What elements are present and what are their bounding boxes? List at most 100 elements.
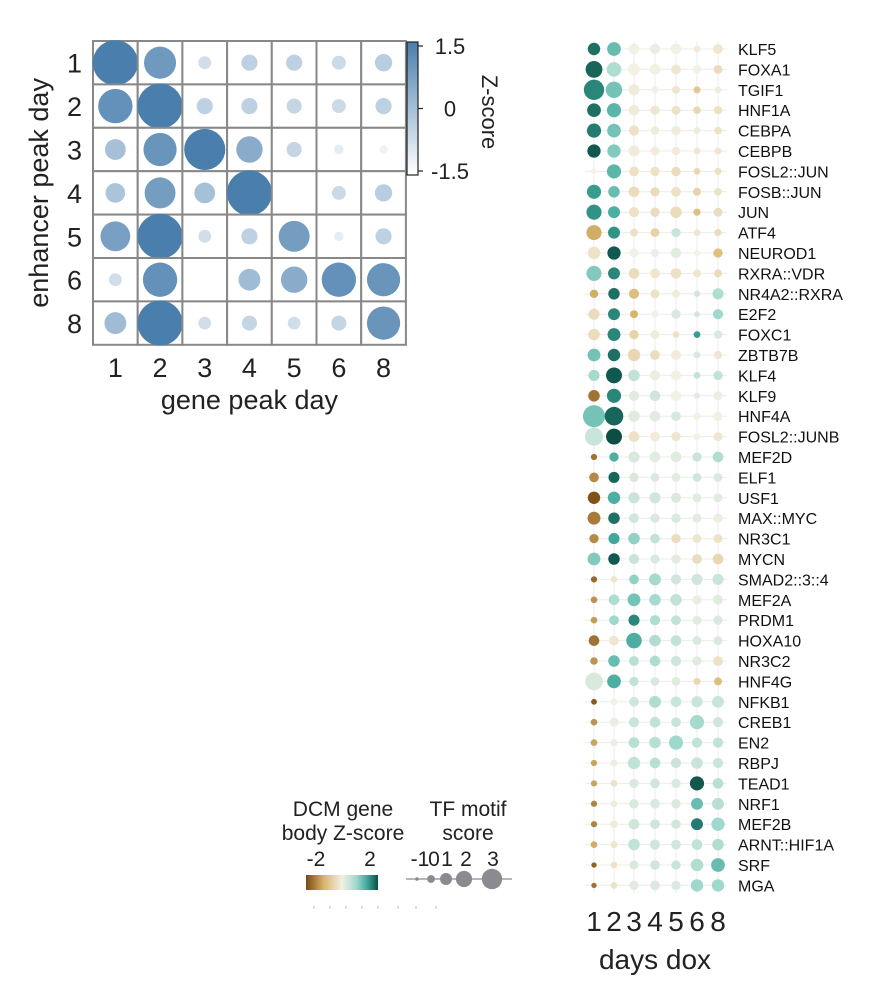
- heatmap-cell: [360, 83, 407, 129]
- heatmap-dot: [196, 98, 213, 115]
- dotplot-tf-label: TEAD1: [738, 776, 790, 793]
- dotplot-dot: [630, 228, 638, 237]
- dotplot-dot: [670, 451, 682, 463]
- dotplot-dot: [693, 147, 701, 155]
- heatmap-x-tick-label: 2: [153, 353, 168, 383]
- dotplot-dot: [712, 757, 724, 769]
- dotplot-dot: [628, 104, 640, 116]
- dotplot-dot: [671, 860, 681, 870]
- dotplot-dot: [671, 615, 681, 626]
- heatmap-dot: [375, 98, 392, 115]
- dotplot-dot: [693, 351, 701, 359]
- dotplot-dot: [609, 452, 619, 462]
- tf-dotplot-chart: KLF5FOXA1TGIF1HNF1ACEBPACEBPBFOSL2::JUNF…: [582, 41, 843, 975]
- dotplot-dot: [670, 206, 682, 218]
- dotplot-dot: [712, 695, 724, 708]
- dotplot-dot: [586, 184, 602, 199]
- dotplot-dot: [714, 351, 722, 359]
- dotplot-dot: [692, 656, 702, 666]
- dotplot-dot: [588, 328, 600, 341]
- dotplot-tf-label: KLF4: [738, 368, 776, 385]
- heatmap-dot: [142, 262, 178, 297]
- dotplot-dot: [628, 838, 640, 851]
- dotplot-tf-label: MEF2D: [738, 450, 792, 467]
- dotplot-tf-label: MYCN: [738, 552, 785, 569]
- dotplot-dot: [605, 81, 623, 98]
- heatmap-y-tick-label: 3: [67, 136, 82, 166]
- dotplot-dot: [693, 187, 701, 196]
- dotplot-dot: [650, 228, 660, 238]
- dotplot-dot: [691, 757, 703, 769]
- dotplot-dot: [607, 123, 621, 138]
- dotplot-dot: [713, 248, 723, 258]
- dotplot-dot: [629, 676, 639, 687]
- heatmap-x-tick-label: 3: [197, 353, 212, 383]
- dotplot-dot: [691, 737, 703, 748]
- dotplot-dot: [585, 672, 603, 691]
- heatmap-dot: [375, 228, 392, 245]
- dotplot-dot: [692, 65, 702, 74]
- dotplot-dot: [714, 126, 722, 135]
- heatmap-cell: [181, 257, 229, 303]
- dotplot-tf-label: NR3C1: [738, 532, 791, 549]
- size-legend-dot: [455, 870, 473, 888]
- dotplot-tf-label: HNF4A: [738, 409, 791, 426]
- dotplot-tf-label: NFKB1: [738, 695, 790, 712]
- dotplot-x-tick-label: 5: [668, 906, 684, 937]
- dotplot-dot: [629, 696, 639, 707]
- heatmap-dot: [331, 99, 346, 114]
- dotplot-dot: [608, 512, 620, 524]
- dotplot-x-tick-label: 6: [689, 906, 705, 937]
- dotplot-dot: [629, 574, 639, 585]
- dotplot-dot: [606, 103, 622, 118]
- dotplot-dot: [590, 780, 598, 787]
- heatmap-dot: [144, 46, 177, 79]
- dotplot-dot: [628, 268, 640, 279]
- dotplot-tf-label: NEUROD1: [738, 246, 816, 263]
- dotplot-dot: [693, 127, 701, 134]
- dotplot-dot: [582, 405, 606, 428]
- dotplot-tf-label: USF1: [738, 491, 779, 508]
- dotplot-dot: [590, 759, 598, 767]
- dotplot-dot: [650, 431, 660, 442]
- dotplot-tf-label: FOSL2::JUNB: [738, 430, 839, 447]
- dotplot-dot: [713, 534, 723, 544]
- dotplot-tf-label: CEBPB: [738, 144, 792, 161]
- dotplot-dot: [670, 492, 682, 503]
- dotplot-dot: [651, 86, 659, 94]
- dotplot-dot: [671, 186, 681, 197]
- size-legend-title-line: score: [442, 822, 493, 845]
- dotplot-dot: [713, 615, 723, 625]
- dotplot-tf-label: NRF1: [738, 797, 780, 814]
- dotplot-dot: [650, 554, 660, 564]
- heatmap-dot: [198, 316, 212, 330]
- dotplot-dot: [628, 431, 640, 442]
- dotplot-dot: [689, 715, 705, 730]
- dotplot-dot: [586, 204, 602, 220]
- dotplot-tf-label: MAX::MYC: [738, 511, 817, 528]
- size-legend-dot: [427, 875, 435, 883]
- dotplot-dot: [689, 776, 705, 791]
- dotplot-dot: [671, 778, 681, 789]
- size-legend-dot: [440, 873, 452, 885]
- dotplot-dot: [587, 42, 601, 56]
- dotplot-dot: [589, 533, 599, 544]
- dotplot-dot: [690, 879, 704, 892]
- colorbar-title: Z-score: [477, 75, 502, 150]
- dotplot-dot: [629, 248, 639, 258]
- dotplot-dot: [649, 410, 661, 422]
- dotplot-tf-label: RXRA::VDR: [738, 266, 825, 283]
- zscore-colorbar-legend: 1.5 0 -1.5 Z-score: [406, 34, 502, 184]
- dotplot-dot: [627, 593, 641, 607]
- dotplot-dot: [649, 695, 661, 708]
- dotplot-tf-label: RBPJ: [738, 756, 779, 773]
- dotplot-dot: [608, 533, 620, 545]
- heatmap-y-tick-label: 2: [67, 92, 82, 122]
- dotplot-dot: [693, 433, 701, 440]
- dotplot-dot: [608, 471, 620, 483]
- dotplot-x-tick-label: 1: [586, 906, 602, 937]
- dotplot-dot: [590, 576, 598, 583]
- dotplot-dot: [608, 655, 620, 667]
- heatmap-dot: [236, 136, 263, 163]
- dotplot-dot: [650, 146, 660, 156]
